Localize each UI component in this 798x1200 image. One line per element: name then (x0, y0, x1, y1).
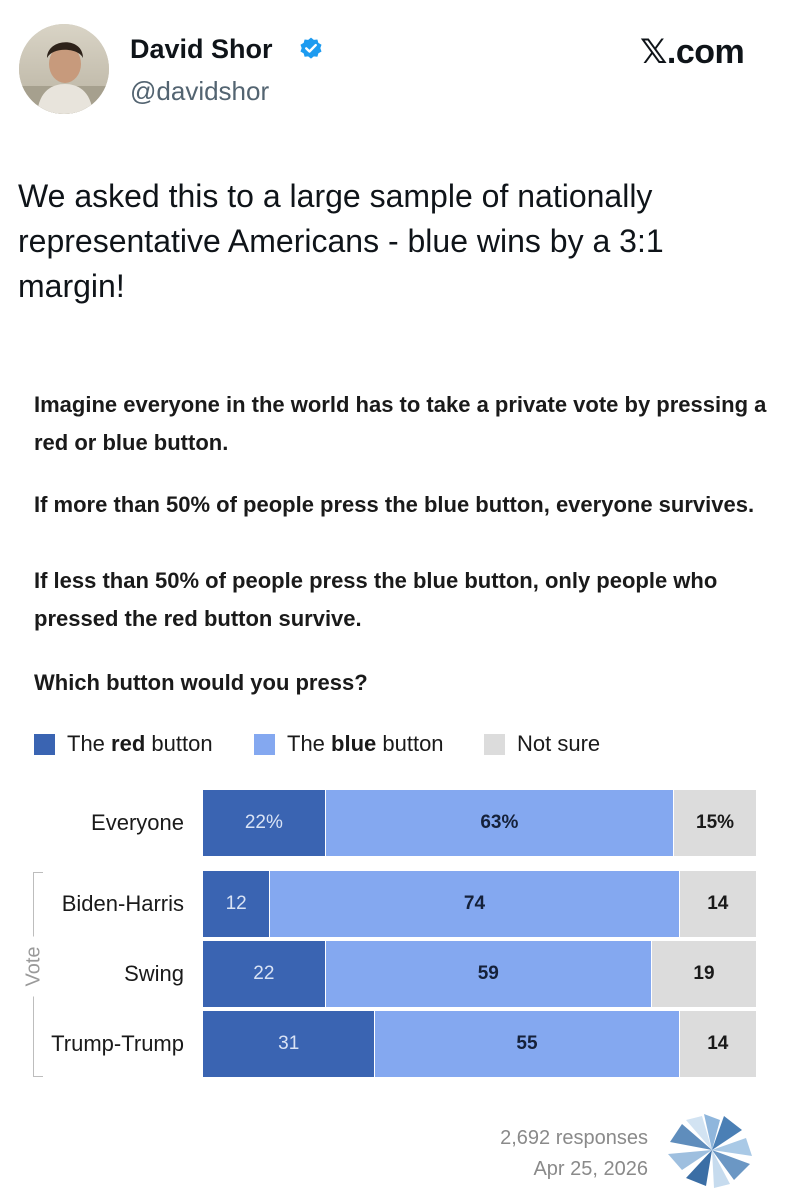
legend-blue-label: The blue button (287, 731, 444, 756)
bar-segment-blue-everyone: 63% (324, 790, 674, 856)
response-count: 2,692 responses (500, 1127, 648, 1149)
pollster-logo-icon (668, 1114, 752, 1188)
avatar[interactable] (19, 24, 109, 114)
bar-segment-ns-biden-harris: 14 (678, 871, 756, 937)
bar-segment-blue-swing: 59 (324, 941, 651, 1007)
bar-trump-trump: 31 55 14 (203, 1011, 756, 1077)
bar-segment-red-everyone: 22% (203, 790, 325, 856)
question-rule-red: If less than 50% of people press the blu… (34, 568, 718, 631)
question-rule-blue: If more than 50% of people press the blu… (34, 492, 755, 517)
row-label-biden-harris: Biden-Harris (61, 891, 184, 916)
bar-segment-red-trump-trump: 31 (203, 1011, 375, 1077)
bar-biden-harris: 12 74 14 (203, 871, 756, 937)
legend-notsure-label: Not sure (517, 731, 601, 756)
row-label-trump-trump: Trump-Trump (51, 1031, 184, 1056)
verified-badge-icon (300, 37, 322, 59)
bar-swing: 22 59 19 (203, 941, 756, 1007)
question-prompt: Which button would you press? (34, 670, 368, 695)
poll-date: Apr 25, 2026 (533, 1158, 648, 1180)
bar-segment-ns-everyone: 15% (673, 790, 756, 856)
bar-segment-blue-biden-harris: 74 (269, 871, 679, 937)
tweet-text: We asked this to a large sample of natio… (18, 178, 664, 304)
author-name[interactable]: David Shor (130, 34, 273, 64)
avatar-image (19, 24, 109, 114)
bar-segment-red-swing: 22 (203, 941, 325, 1007)
legend-red-swatch (34, 734, 55, 755)
author-handle[interactable]: @davidshor (130, 76, 270, 106)
legend-blue-swatch (254, 734, 275, 755)
bar-segment-blue-trump-trump: 55 (374, 1011, 679, 1077)
question-intro: Imagine everyone in the world has to tak… (34, 392, 767, 455)
bar-segment-ns-swing: 19 (650, 941, 756, 1007)
row-label-everyone: Everyone (91, 810, 184, 835)
bar-segment-red-biden-harris: 12 (203, 871, 270, 937)
x-logo[interactable]: 𝕏.com (640, 33, 745, 71)
legend-notsure-swatch (484, 734, 505, 755)
bar-everyone: 22% 63% 15% (203, 790, 756, 856)
vote-group-label: Vote (22, 936, 46, 997)
legend-red-label: The red button (67, 731, 213, 756)
bar-segment-ns-trump-trump: 14 (678, 1011, 756, 1077)
row-label-swing: Swing (124, 961, 184, 986)
